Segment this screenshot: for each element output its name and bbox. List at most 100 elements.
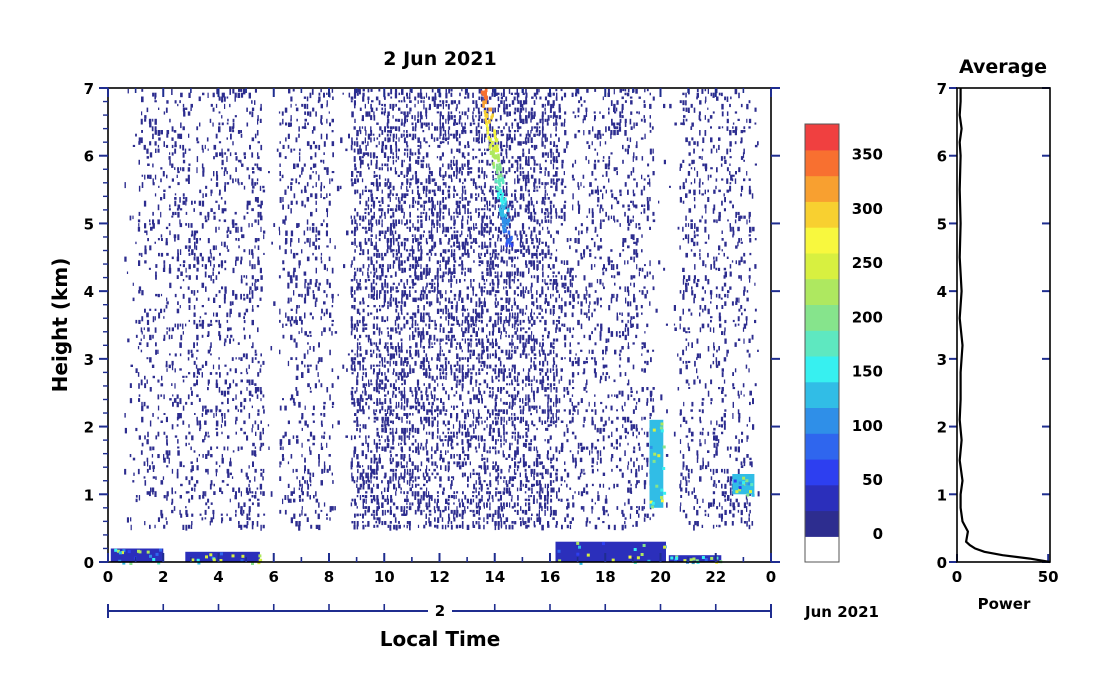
noise-speck bbox=[149, 334, 152, 341]
noise-speck bbox=[489, 241, 492, 248]
noise-speck bbox=[417, 334, 420, 338]
noise-speck bbox=[129, 383, 132, 388]
noise-speck bbox=[520, 506, 522, 511]
noise-speck bbox=[423, 290, 426, 294]
noise-speck bbox=[326, 293, 328, 298]
noise-speck bbox=[351, 327, 353, 332]
noise-speck bbox=[505, 96, 508, 102]
noise-speck bbox=[461, 252, 464, 257]
noise-speck bbox=[478, 509, 480, 516]
noise-speck bbox=[461, 230, 463, 236]
noise-speck bbox=[519, 517, 522, 520]
noise-speck bbox=[445, 92, 448, 99]
noise-speck bbox=[354, 267, 356, 270]
noise-speck bbox=[411, 316, 414, 322]
noise-speck bbox=[522, 197, 525, 202]
noise-speck bbox=[392, 427, 394, 434]
noise-speck bbox=[306, 480, 308, 485]
noise-speck bbox=[477, 167, 480, 173]
noise-speck bbox=[350, 364, 353, 370]
noise-speck bbox=[149, 420, 152, 427]
noise-speck bbox=[384, 394, 387, 397]
noise-speck bbox=[453, 219, 456, 225]
noise-speck bbox=[505, 517, 509, 522]
noise-speck bbox=[500, 260, 503, 263]
noise-speck bbox=[403, 130, 405, 133]
noise-speck bbox=[442, 439, 444, 442]
noise-speck bbox=[368, 223, 371, 226]
noise-speck bbox=[431, 290, 434, 293]
noise-speck bbox=[503, 364, 505, 368]
noise-speck bbox=[373, 416, 377, 420]
noise-speck bbox=[350, 264, 353, 268]
noise-speck bbox=[318, 461, 320, 467]
noise-speck bbox=[508, 487, 511, 493]
noise-speck bbox=[149, 223, 151, 226]
noise-speck bbox=[354, 413, 357, 416]
noise-speck bbox=[373, 305, 376, 308]
noise-speck bbox=[323, 327, 326, 333]
noise-speck bbox=[486, 174, 488, 179]
noise-speck bbox=[328, 282, 331, 289]
noise-speck bbox=[444, 360, 447, 365]
noise-speck bbox=[428, 144, 431, 148]
noise-speck bbox=[281, 111, 284, 116]
noise-speck bbox=[489, 260, 492, 265]
noise-speck bbox=[295, 107, 299, 112]
noise-speck bbox=[232, 89, 235, 94]
noise-speck bbox=[389, 401, 392, 405]
noise-speck bbox=[381, 189, 383, 194]
noise-speck bbox=[483, 279, 485, 282]
noise-speck bbox=[240, 427, 243, 431]
noise-speck bbox=[259, 185, 262, 191]
noise-speck bbox=[524, 483, 528, 488]
noise-speck bbox=[376, 293, 378, 300]
noise-speck bbox=[373, 513, 375, 519]
noise-speck bbox=[204, 271, 207, 278]
noise-speck bbox=[166, 368, 168, 372]
noise-speck bbox=[520, 416, 523, 421]
noise-speck bbox=[475, 238, 477, 244]
noise-speck bbox=[473, 107, 475, 112]
noise-speck bbox=[137, 219, 141, 223]
noise-speck bbox=[525, 178, 527, 185]
noise-speck bbox=[497, 252, 500, 256]
noise-speck bbox=[356, 379, 359, 386]
noise-speck bbox=[497, 96, 500, 102]
noise-speck bbox=[320, 185, 322, 192]
noise-speck bbox=[527, 524, 530, 528]
noise-speck bbox=[525, 174, 528, 179]
noise-speck bbox=[426, 465, 428, 470]
noise-speck bbox=[359, 279, 361, 282]
noise-speck bbox=[420, 96, 423, 100]
noise-speck bbox=[384, 375, 388, 381]
noise-speck bbox=[260, 275, 263, 280]
noise-speck bbox=[359, 424, 361, 427]
noise-speck bbox=[351, 457, 353, 463]
noise-speck bbox=[295, 282, 298, 289]
noise-speck bbox=[384, 383, 387, 389]
noise-speck bbox=[353, 156, 356, 162]
noise-speck bbox=[383, 152, 387, 158]
noise-speck bbox=[194, 241, 196, 248]
noise-speck bbox=[455, 279, 458, 284]
noise-speck bbox=[171, 468, 174, 474]
noise-speck bbox=[231, 357, 234, 361]
noise-speck bbox=[375, 107, 378, 111]
noise-speck bbox=[467, 163, 469, 168]
noise-speck bbox=[304, 118, 307, 122]
noise-speck bbox=[400, 506, 403, 512]
noise-speck bbox=[389, 230, 392, 236]
noise-speck bbox=[517, 293, 519, 297]
noise-speck bbox=[525, 286, 528, 290]
noise-speck bbox=[387, 409, 389, 414]
noise-speck bbox=[506, 409, 508, 415]
noise-speck bbox=[132, 480, 135, 483]
noise-speck bbox=[287, 144, 290, 149]
noise-speck bbox=[240, 89, 243, 92]
noise-speck bbox=[477, 193, 480, 198]
noise-speck bbox=[506, 319, 509, 323]
noise-speck bbox=[475, 137, 478, 143]
noise-speck bbox=[522, 435, 524, 439]
noise-speck bbox=[287, 282, 290, 289]
